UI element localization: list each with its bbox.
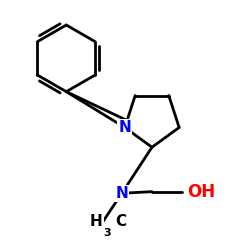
Text: H: H [90, 214, 103, 229]
Text: 3: 3 [104, 228, 111, 237]
Text: C: C [115, 214, 126, 229]
Text: N: N [116, 186, 128, 201]
Text: OH: OH [187, 183, 215, 201]
Text: N: N [118, 120, 131, 135]
